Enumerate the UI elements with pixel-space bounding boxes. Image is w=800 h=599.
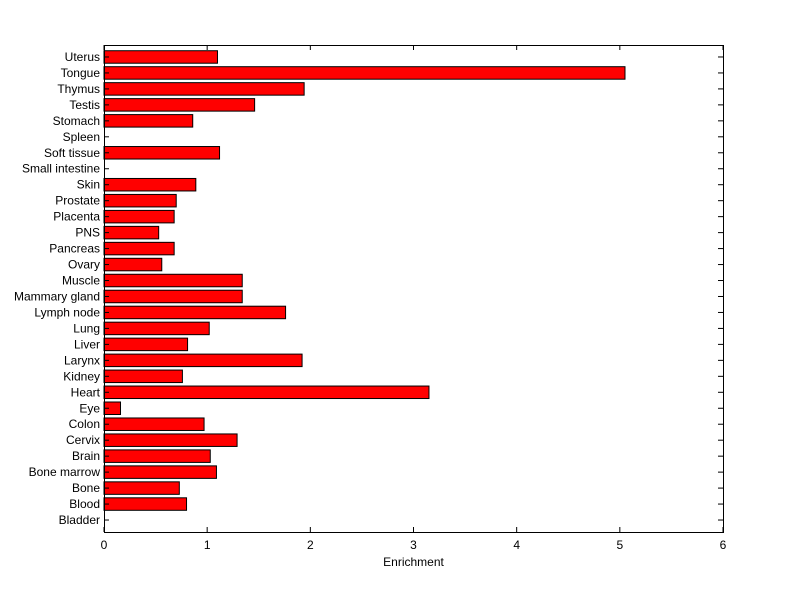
bar-liver — [103, 337, 189, 352]
x-tick-label: 5 — [616, 538, 623, 552]
bar-testis — [103, 98, 256, 112]
bar-larynx — [103, 353, 303, 368]
y-tick-label: Heart — [71, 385, 101, 399]
bar-tongue — [103, 66, 626, 80]
y-tick-label: Placenta — [53, 210, 100, 224]
y-tick-label: Prostate — [55, 194, 100, 208]
y-tick-label: Kidney — [63, 369, 100, 383]
x-ticks-group: 0 1 2 3 4 5 6 — [101, 45, 727, 552]
bar-lymph-node — [103, 305, 287, 320]
y-tick-label: PNS — [75, 226, 100, 240]
y-tick-label: Small intestine — [22, 162, 100, 176]
bar-prostate — [103, 193, 177, 208]
y-tick-label: Testis — [69, 98, 100, 112]
y-tick-label: Bone — [72, 481, 100, 495]
y-tick-label: Muscle — [62, 274, 100, 288]
x-tick-label: 6 — [720, 538, 727, 552]
y-tick-label: Stomach — [53, 114, 100, 128]
bars-group — [103, 50, 626, 511]
bar-lung — [103, 321, 210, 336]
bar-thymus — [103, 82, 305, 96]
bar-bone-marrow — [103, 465, 217, 479]
bar-brain — [103, 449, 211, 463]
y-ticks-group: Uterus Tongue Thymus Testis Stomach Spleen Sof… — [14, 50, 723, 527]
x-axis-label: Enrichment — [383, 555, 444, 569]
x-tick-label: 4 — [513, 538, 520, 552]
x-tick-label: 3 — [410, 538, 417, 552]
bar-pancreas — [103, 241, 175, 256]
y-tick-label: Cervix — [66, 433, 100, 447]
y-tick-label: Larynx — [64, 353, 100, 367]
y-tick-label: Uterus — [65, 50, 100, 64]
x-tick-label: 2 — [307, 538, 314, 552]
y-tick-label: Tongue — [61, 66, 101, 80]
y-tick-label: Spleen — [63, 130, 100, 144]
bar-soft-tissue — [103, 146, 221, 160]
y-tick-label: Thymus — [57, 82, 100, 96]
bar-mammary-gland — [103, 289, 243, 304]
y-tick-label: Soft tissue — [44, 146, 100, 160]
x-tick-label: 1 — [204, 538, 211, 552]
bar-stomach — [103, 114, 194, 128]
y-tick-label: Lung — [73, 321, 100, 335]
x-tick-label: 0 — [101, 538, 108, 552]
y-tick-label: Lymph node — [34, 305, 100, 319]
y-tick-label: Ovary — [68, 258, 100, 272]
y-tick-label: Blood — [69, 497, 100, 511]
bar-uterus — [103, 50, 218, 64]
y-tick-label: Liver — [74, 337, 100, 351]
bar-heart — [103, 385, 430, 400]
bar-placenta — [103, 209, 175, 224]
y-tick-label: Pancreas — [49, 242, 100, 256]
y-tick-label: Skin — [77, 178, 100, 192]
y-tick-label: Bladder — [59, 513, 100, 527]
bar-colon — [103, 417, 205, 431]
bar-muscle — [103, 273, 243, 288]
y-tick-label: Bone marrow — [29, 465, 101, 479]
bar-cervix — [103, 433, 238, 447]
bar-ovary — [103, 257, 163, 272]
y-tick-label: Colon — [69, 417, 100, 431]
y-tick-label: Eye — [79, 401, 100, 415]
bar-skin — [103, 177, 197, 192]
y-tick-label: Mammary gland — [14, 289, 100, 303]
bar-kidney — [103, 369, 183, 384]
bar-pns — [103, 225, 160, 240]
bar-bone — [103, 481, 180, 495]
bar-blood — [103, 497, 188, 511]
y-tick-label: Brain — [72, 449, 100, 463]
